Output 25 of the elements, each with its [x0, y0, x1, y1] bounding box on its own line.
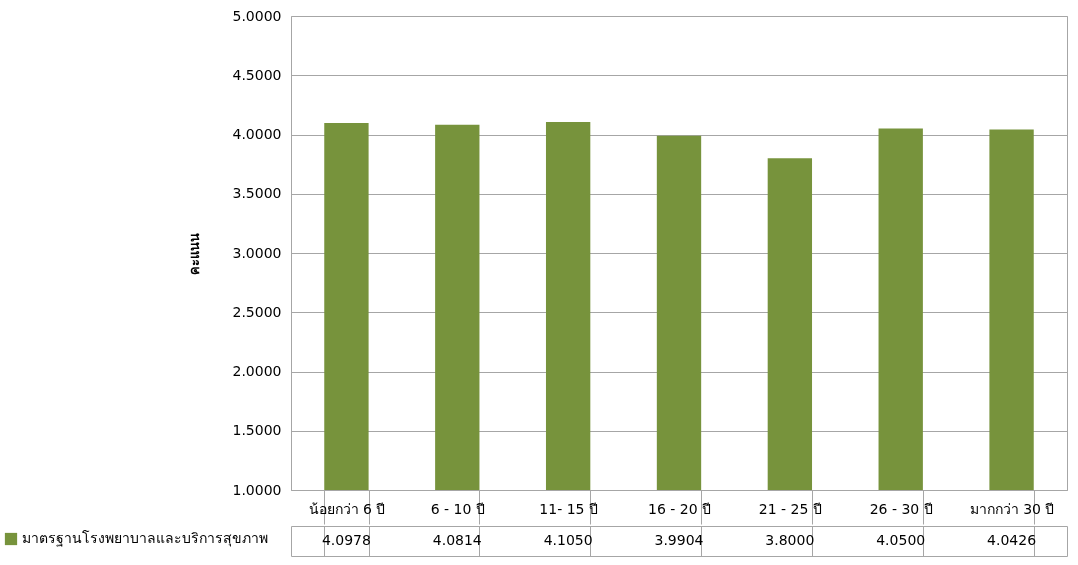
x-tick-label: น้อยกว่า 6 ปี — [308, 500, 386, 517]
data-label: 4.1050 — [543, 532, 593, 548]
y-axis-title: คะแนน — [186, 232, 202, 275]
data-label: 4.0978 — [321, 532, 371, 548]
data-label: 4.0814 — [432, 532, 482, 548]
data-label: 4.0426 — [987, 532, 1037, 548]
x-tick-label: 16 - 20 ปี — [647, 500, 712, 517]
y-tick-label: 1.0000 — [232, 481, 282, 498]
y-tick-label: 3.5000 — [232, 185, 282, 202]
legend-label: มาตรฐานโรงพยาบาลและบริการสุขภาพ — [22, 530, 268, 547]
y-tick-label: 2.5000 — [232, 303, 282, 320]
data-label: 3.8000 — [765, 532, 815, 548]
x-tick-label: 21 - 25 ปี — [758, 500, 822, 517]
data-label: 4.0500 — [876, 532, 926, 548]
y-tick-label: 4.0000 — [232, 126, 282, 142]
y-tick-label: 5.0000 — [232, 7, 282, 24]
x-tick-label: 11- 15 ปี — [539, 500, 598, 517]
y-tick-label: 4.5000 — [232, 66, 282, 83]
y-tick-label: 3.0000 — [232, 244, 282, 261]
y-tick-label: 2.0000 — [232, 363, 282, 379]
x-tick-label: 26 - 30 ปี — [869, 500, 933, 517]
y-tick-label: 1.5000 — [232, 422, 282, 439]
data-label: 3.9904 — [654, 532, 704, 548]
x-tick-label: มากกว่า 30 ปี — [969, 500, 1055, 517]
x-tick-label: 6 - 10 ปี — [430, 500, 485, 517]
